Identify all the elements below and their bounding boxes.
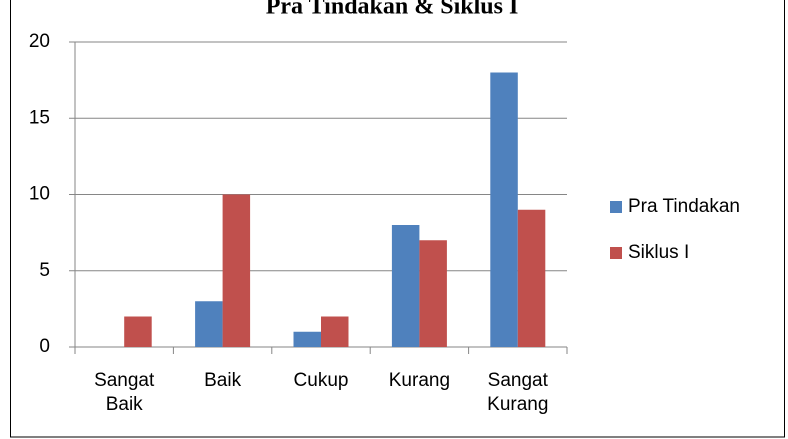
- x-tick-label: Baik: [204, 370, 242, 391]
- x-tick-label: Kurang: [388, 370, 451, 391]
- y-tick-label: 5: [39, 260, 50, 281]
- bar: [490, 72, 518, 347]
- legend-swatch: [610, 247, 622, 259]
- legend-swatch: [610, 201, 622, 213]
- bar: [195, 301, 223, 347]
- bar: [222, 194, 251, 347]
- bar: [321, 316, 349, 347]
- bar: [419, 240, 447, 347]
- chart-title: Pra Tindakan & Siklus I: [266, 0, 519, 20]
- bar: [517, 209, 546, 347]
- bar: [124, 316, 152, 347]
- y-tick-label: 0: [39, 336, 50, 357]
- bar: [391, 225, 420, 347]
- legend-label: Pra Tindakan: [628, 196, 740, 217]
- x-tick-label: Cukup: [293, 370, 349, 391]
- x-tick-label: Sangat Kurang: [487, 370, 549, 415]
- x-tick-label: Sangat Baik: [94, 370, 155, 415]
- bar: [293, 331, 321, 347]
- chart-border: [10, 0, 785, 438]
- y-tick-label: 20: [29, 31, 50, 52]
- legend-label: Siklus I: [628, 242, 689, 263]
- y-tick-label: 15: [29, 107, 50, 128]
- y-tick-label: 10: [29, 184, 50, 205]
